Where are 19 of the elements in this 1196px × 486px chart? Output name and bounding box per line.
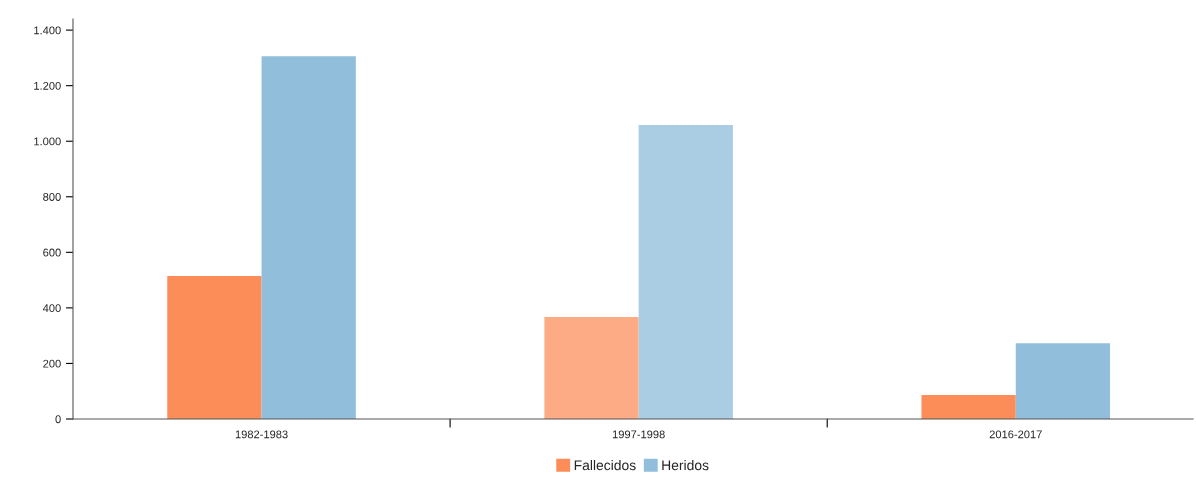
bar — [1015, 343, 1111, 419]
bar — [261, 56, 356, 419]
x-tick-label: 1982-1983 — [235, 430, 288, 439]
x-tick-label: 2016-2017 — [989, 430, 1042, 439]
y-tick-label: 1.000 — [34, 137, 61, 146]
bar — [921, 395, 1016, 419]
legend-label: Heridos — [662, 459, 709, 471]
y-tick-label: 600 — [43, 248, 61, 257]
legend-label: Fallecidos — [574, 459, 636, 471]
y-tick-label: 0 — [55, 415, 61, 424]
bar — [167, 275, 262, 419]
y-tick-label: 1.200 — [34, 81, 61, 90]
y-tick-label: 1.400 — [34, 26, 61, 35]
y-tick-label: 400 — [42, 304, 61, 313]
bar — [544, 317, 639, 419]
bar — [638, 125, 733, 419]
y-tick-label: 800 — [43, 193, 61, 201]
x-tick-label: 1997-1998 — [612, 430, 665, 439]
y-tick-label: 200 — [43, 359, 61, 368]
